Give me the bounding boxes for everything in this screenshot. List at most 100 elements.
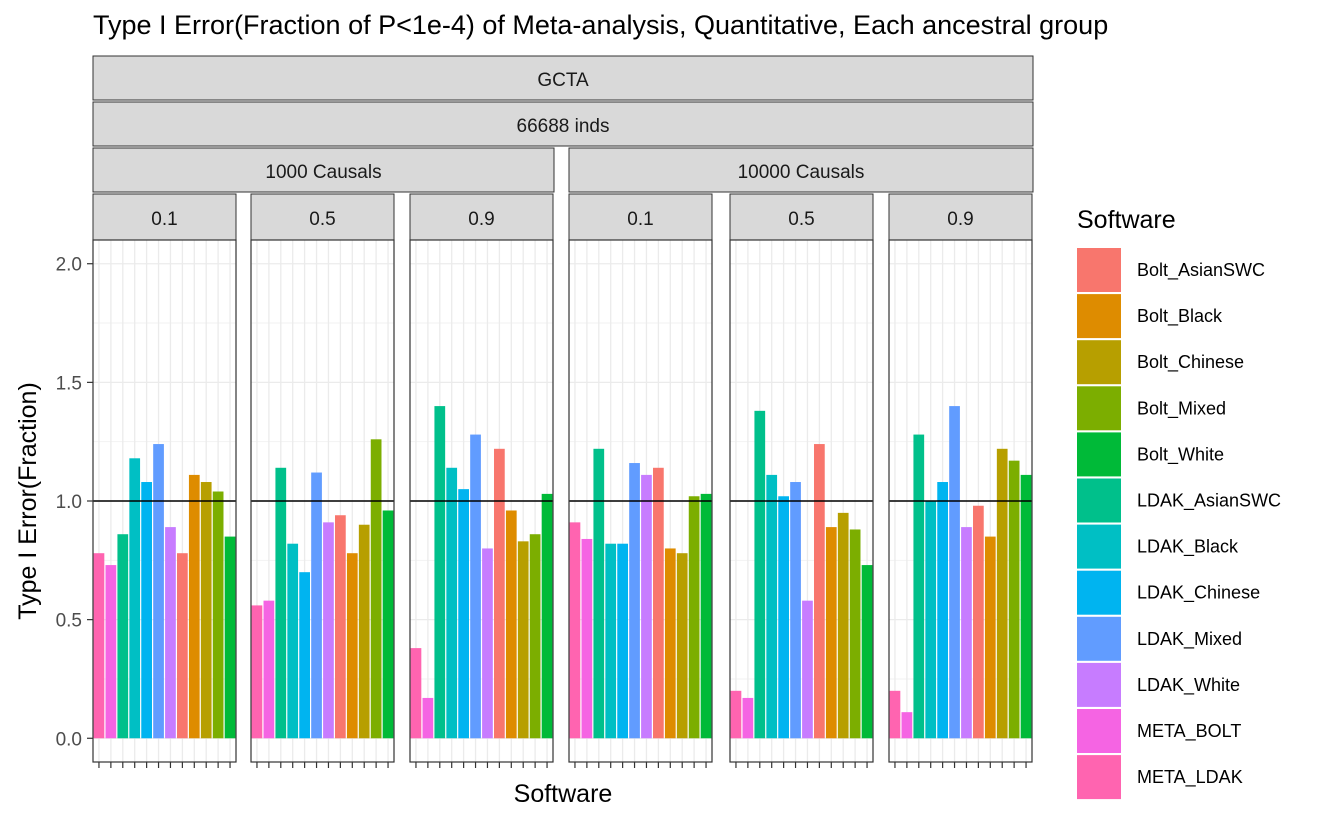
bar: [961, 527, 972, 739]
panel-border: [888, 239, 1033, 763]
legend-label: META_LDAK: [1137, 767, 1243, 788]
bar: [458, 489, 469, 739]
bar: [825, 527, 837, 739]
bar: [224, 536, 236, 739]
panel-border: [250, 239, 395, 763]
legend-label: LDAK_White: [1137, 675, 1240, 696]
strip-causals-label: 1000 Causals: [265, 162, 381, 183]
legend-label: Bolt_White: [1137, 444, 1224, 465]
strip-h2: [888, 193, 1033, 241]
bar: [996, 448, 1008, 739]
bar: [529, 534, 541, 739]
legend-key: [1077, 570, 1121, 615]
y-tick-label: 1.0: [56, 492, 82, 513]
bar: [299, 572, 310, 739]
strip-h2-label: 0.9: [468, 209, 494, 230]
y-tick-label: 2.0: [56, 255, 82, 276]
bar: [93, 553, 105, 739]
legend-label: Bolt_Black: [1137, 306, 1223, 327]
bar: [434, 406, 446, 739]
bar: [700, 493, 712, 739]
legend-key: [1077, 386, 1121, 431]
bar: [653, 467, 664, 739]
bar: [482, 548, 493, 739]
bar: [913, 434, 925, 739]
strip-inds-label: 66688 inds: [517, 116, 610, 137]
bar: [382, 510, 394, 739]
x-axis-title: Software: [514, 780, 613, 808]
bar: [641, 474, 652, 739]
bar: [177, 553, 188, 739]
panel-border: [409, 239, 554, 763]
bar: [901, 712, 913, 739]
bar: [263, 600, 275, 739]
legend-key: [1077, 294, 1121, 339]
legend-title: Software: [1077, 206, 1176, 234]
bar: [949, 406, 960, 739]
bar: [251, 605, 263, 739]
strip-h2-label: 0.5: [788, 209, 814, 230]
bar: [422, 697, 434, 739]
legend-key: [1077, 524, 1121, 569]
bar: [664, 548, 676, 739]
panel-border: [729, 239, 874, 763]
strip-causals-label: 10000 Causals: [738, 162, 865, 183]
bar: [1008, 460, 1020, 739]
bar: [470, 434, 481, 739]
legend-label: LDAK_Mixed: [1137, 629, 1242, 650]
bar: [754, 410, 766, 739]
bar: [778, 496, 789, 739]
bar: [730, 690, 742, 739]
bar: [541, 493, 553, 739]
legend-key: [1077, 755, 1121, 800]
bar: [212, 491, 224, 739]
bar: [742, 697, 754, 739]
strip-h2-label: 0.1: [627, 209, 653, 230]
strip-gcta: [92, 55, 1034, 101]
panel-border: [568, 239, 713, 763]
y-tick-label: 0.5: [56, 611, 82, 632]
y-tick-label: 0.0: [56, 729, 82, 750]
strip-h2: [250, 193, 395, 241]
y-axis-title: Type I Error(Fraction): [14, 382, 42, 620]
bar: [165, 527, 176, 739]
bar: [117, 534, 129, 739]
bar: [925, 501, 937, 739]
strip-h2: [729, 193, 874, 241]
bar: [1020, 474, 1032, 739]
bar: [814, 444, 825, 739]
bar: [153, 444, 164, 739]
bar: [676, 553, 688, 739]
bar: [861, 565, 873, 739]
legend-label: LDAK_Chinese: [1137, 583, 1260, 604]
bar: [688, 496, 700, 739]
bar: [973, 505, 984, 739]
bar: [105, 565, 117, 739]
bar: [494, 448, 505, 739]
bar: [569, 522, 581, 739]
bar: [275, 467, 287, 739]
bar: [370, 439, 382, 739]
legend-key: [1077, 248, 1121, 292]
bar: [766, 474, 778, 739]
legend-label: Bolt_Chinese: [1137, 352, 1244, 373]
legend-label: Bolt_Mixed: [1137, 398, 1226, 419]
legend-key: [1077, 340, 1121, 385]
bar: [984, 536, 996, 739]
chart-title: Type I Error(Fraction of P<1e-4) of Meta…: [93, 10, 1108, 40]
bar: [311, 472, 322, 739]
bar: [446, 467, 458, 739]
bar: [837, 512, 849, 739]
bar: [517, 541, 529, 739]
bar: [605, 543, 617, 739]
legend-label: META_BOLT: [1137, 721, 1241, 742]
bar: [617, 543, 628, 739]
strip-h2: [568, 193, 713, 241]
legend-key: [1077, 478, 1121, 523]
strip-causals: [568, 147, 1034, 193]
strip-causals: [92, 147, 555, 193]
bar: [141, 482, 152, 739]
bar: [505, 510, 517, 739]
